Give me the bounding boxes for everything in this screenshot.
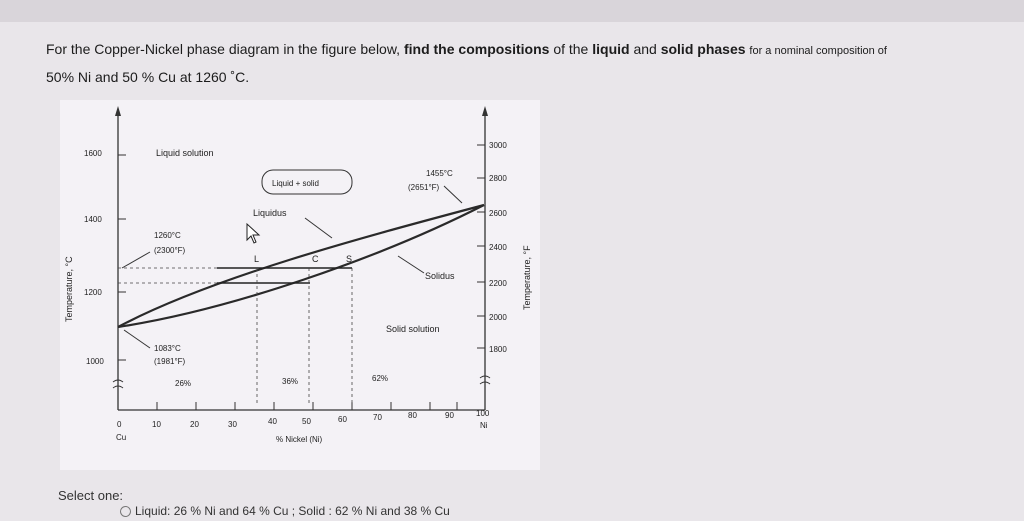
x-tick-100: 100 bbox=[476, 409, 490, 418]
left-axis-label: Temperature, °C bbox=[64, 256, 74, 322]
x-tick-0: 0 bbox=[117, 420, 122, 429]
pct-36: 36% bbox=[282, 377, 298, 386]
temp-1455-pointer bbox=[443, 185, 463, 204]
right-axis-arrow bbox=[482, 106, 488, 116]
liquidus-pointer bbox=[304, 217, 333, 239]
radio-circle-icon[interactable] bbox=[120, 506, 131, 518]
select-one-label: Select one: bbox=[58, 488, 124, 503]
question-part-b: of the bbox=[553, 41, 589, 57]
temp-1083-c: 1083°C bbox=[154, 344, 181, 353]
x-tick-70: 70 bbox=[373, 413, 382, 422]
question-and: and bbox=[633, 41, 657, 57]
x-tick-40: 40 bbox=[268, 417, 277, 426]
liquidus-curve bbox=[117, 203, 485, 328]
answer-option-a[interactable]: Liquid: 26 % Ni and 64 % Cu ; Solid : 62… bbox=[120, 504, 450, 518]
solidus-pointer bbox=[397, 255, 425, 274]
right-axis-label: Temperature, °F bbox=[522, 245, 532, 310]
x-tick-10: 10 bbox=[152, 420, 161, 429]
liquid-plus-solid-box bbox=[261, 169, 353, 195]
diagram-panel bbox=[60, 100, 540, 470]
right-tick-1800: 1800 bbox=[489, 345, 507, 354]
left-axis-break bbox=[112, 379, 124, 389]
temp-1083-f: (1981°F) bbox=[154, 357, 186, 366]
temp-1260-f: (2300°F) bbox=[154, 246, 186, 255]
solidus-curve bbox=[117, 204, 485, 329]
left-tick-1400: 1400 bbox=[84, 215, 102, 224]
point-S: S bbox=[346, 254, 352, 264]
point-L: L bbox=[254, 254, 259, 264]
x-end-cu: Cu bbox=[116, 433, 126, 442]
right-tick-3000: 3000 bbox=[489, 141, 507, 150]
right-tick-2000: 2000 bbox=[489, 313, 507, 322]
right-tick-2600: 2600 bbox=[489, 209, 507, 218]
right-tick-2400: 2400 bbox=[489, 243, 507, 252]
liquidus-label: Liquidus bbox=[253, 208, 287, 218]
right-ticks bbox=[477, 144, 485, 349]
left-tick-1600: 1600 bbox=[84, 149, 102, 158]
liquid-plus-solid-label: Liquid + solid bbox=[272, 179, 319, 188]
question-bold-solid: solid phases bbox=[660, 41, 746, 57]
temp-1260-pointer bbox=[121, 251, 151, 269]
left-tick-1200: 1200 bbox=[84, 288, 102, 297]
temp-1455-c: 1455°C bbox=[426, 169, 453, 178]
question-bold-find: find the compositions bbox=[403, 41, 550, 57]
pct-62: 62% bbox=[372, 374, 388, 383]
solid-solution-label: Solid solution bbox=[386, 324, 440, 334]
question-line2: 50% Ni and 50 % Cu at 1260 ˚C. bbox=[46, 69, 250, 85]
x-tick-60: 60 bbox=[338, 415, 347, 424]
top-band bbox=[0, 0, 1024, 22]
question-part-a: For the Copper-Nickel phase diagram in t… bbox=[46, 41, 401, 57]
bottom-ticks bbox=[117, 402, 486, 410]
answer-option-a-text: Liquid: 26 % Ni and 64 % Cu ; Solid : 62… bbox=[135, 504, 450, 518]
right-tick-2800: 2800 bbox=[489, 174, 507, 183]
solidus-label: Solidus bbox=[425, 271, 455, 281]
right-tick-2200: 2200 bbox=[489, 279, 507, 288]
left-ticks bbox=[118, 154, 126, 361]
x-tick-50: 50 bbox=[302, 417, 311, 426]
temp-1083-pointer bbox=[123, 329, 151, 349]
point-C: C bbox=[312, 254, 319, 264]
right-axis-break bbox=[479, 375, 491, 385]
x-tick-20: 20 bbox=[190, 420, 199, 429]
pct-26: 26% bbox=[175, 379, 191, 388]
x-axis-label: % Nickel (Ni) bbox=[276, 435, 323, 444]
mouse-cursor-icon bbox=[246, 222, 261, 244]
question-text: For the Copper-Nickel phase diagram in t… bbox=[46, 36, 1006, 90]
question-bold-liquid: liquid bbox=[592, 41, 630, 57]
x-end-ni: Ni bbox=[480, 421, 488, 430]
x-tick-30: 30 bbox=[228, 420, 237, 429]
x-tick-80: 80 bbox=[408, 411, 417, 420]
liquid-solution-label: Liquid solution bbox=[156, 148, 214, 158]
temp-1260-c: 1260°C bbox=[154, 231, 181, 240]
left-tick-1000: 1000 bbox=[86, 357, 104, 366]
question-part-c: for a nominal composition of bbox=[749, 45, 887, 57]
temp-1455-f: (2651°F) bbox=[408, 183, 440, 192]
x-tick-90: 90 bbox=[445, 411, 454, 420]
left-axis-arrow bbox=[115, 106, 121, 116]
